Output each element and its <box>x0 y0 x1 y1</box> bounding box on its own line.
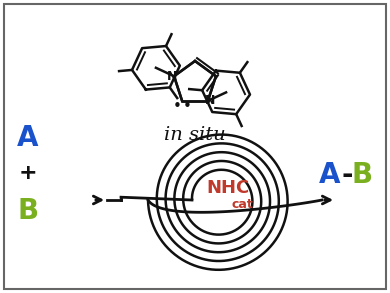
Text: N: N <box>205 94 215 107</box>
Text: -: - <box>341 161 353 189</box>
Text: in situ: in situ <box>164 126 226 144</box>
Text: +: + <box>19 163 37 183</box>
Text: A: A <box>319 161 340 189</box>
Text: •: • <box>173 99 181 114</box>
Text: B: B <box>351 161 372 189</box>
Text: •: • <box>183 99 191 114</box>
Text: cat: cat <box>231 197 253 210</box>
Text: B: B <box>18 197 39 225</box>
Text: N: N <box>167 70 177 83</box>
Text: NHC: NHC <box>206 179 250 197</box>
Text: A: A <box>17 124 39 152</box>
